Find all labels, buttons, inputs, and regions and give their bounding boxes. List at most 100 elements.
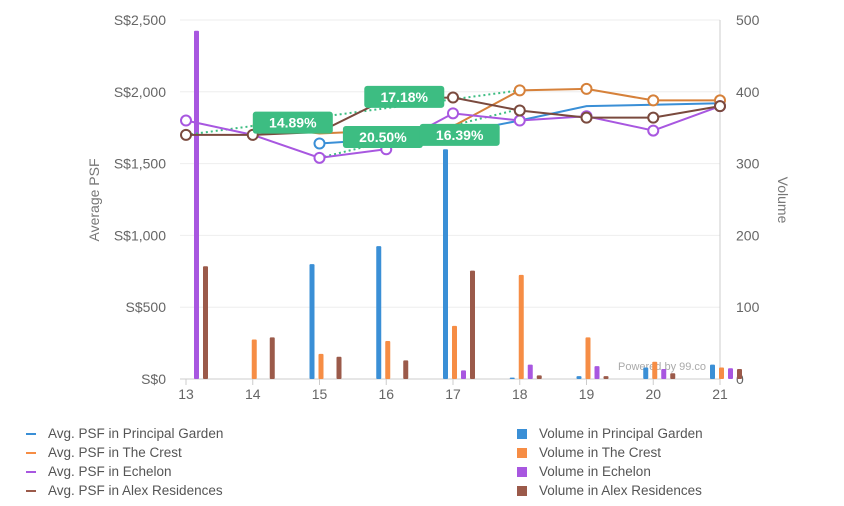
volume-bar [385, 340, 391, 379]
psf-point [313, 151, 326, 164]
psf-point [513, 104, 526, 117]
growth-callout [364, 85, 445, 108]
volume-bar [594, 366, 600, 379]
y-right-tick-label: 200 [736, 227, 760, 243]
growth-callout-label: 20.50% [359, 129, 407, 145]
growth-callout [342, 126, 423, 149]
legend-swatch [26, 432, 36, 435]
growth-callout-label: 16.39% [436, 127, 484, 143]
psf-point [313, 137, 326, 150]
psf-point [447, 107, 459, 120]
legend-swatch [517, 447, 527, 458]
x-tick-label: 15 [312, 386, 328, 402]
legend-item-volume-the-crest[interactable]: Volume in The Crest [517, 443, 703, 462]
psf-point [180, 128, 192, 141]
legend-label: Volume in Principal Garden [539, 426, 703, 441]
chart-legend: Avg. PSF in Principal Garden Avg. PSF in… [0, 424, 844, 504]
growth-callout [252, 111, 333, 134]
legend-label: Avg. PSF in Principal Garden [48, 426, 224, 441]
y-left-tick-label: S$2,000 [114, 84, 166, 100]
legend-bar-series: Volume in Principal Garden Volume in The… [517, 424, 703, 500]
psf-point [180, 114, 192, 127]
legend-swatch [517, 428, 527, 439]
x-tick-label: 21 [712, 386, 728, 402]
volume-bar [251, 339, 257, 379]
volume-bar [585, 337, 591, 379]
psf-point [647, 124, 660, 137]
y-left-tick-label: S$0 [141, 371, 166, 387]
legend-swatch [26, 489, 36, 492]
x-tick-label: 18 [512, 386, 528, 402]
x-tick-label: 16 [378, 386, 394, 402]
legend-item-volume-echelon[interactable]: Volume in Echelon [517, 462, 703, 481]
volume-bar [509, 377, 515, 379]
volume-bar [643, 367, 649, 379]
psf-point [513, 84, 526, 97]
psf-point [513, 114, 526, 127]
volume-bar [470, 270, 475, 379]
legend-label: Avg. PSF in Echelon [48, 464, 172, 479]
volume-bar [719, 367, 724, 379]
volume-bar [652, 361, 658, 379]
legend-item-psf-alex-residences[interactable]: Avg. PSF in Alex Residences [26, 481, 223, 500]
volume-bar [203, 266, 208, 379]
volume-bar [403, 360, 409, 379]
volume-bar [518, 274, 524, 379]
psf-point [447, 91, 459, 104]
growth-callout-label: 14.89% [269, 115, 317, 131]
x-tick-label: 20 [645, 386, 661, 402]
volume-bar [536, 375, 542, 379]
legend-item-psf-the-crest[interactable]: Avg. PSF in The Crest [26, 443, 223, 462]
growth-callout [419, 123, 500, 146]
legend-label: Avg. PSF in The Crest [48, 445, 182, 460]
volume-bar [309, 264, 315, 379]
legend-item-volume-principal-garden[interactable]: Volume in Principal Garden [517, 424, 703, 443]
volume-bar [461, 370, 466, 379]
y-left-tick-label: S$500 [126, 299, 167, 315]
legend-item-psf-principal-garden[interactable]: Avg. PSF in Principal Garden [26, 424, 223, 443]
volume-bar [603, 376, 609, 379]
y-left-axis-title: Average PSF [86, 158, 102, 241]
volume-bar [670, 373, 676, 379]
watermark-text: Powered by 99.co [618, 361, 706, 373]
x-tick-label: 17 [445, 386, 461, 402]
volume-bar [452, 325, 457, 379]
legend-swatch [26, 451, 36, 454]
legend-label: Volume in Echelon [539, 464, 651, 479]
volume-bar [661, 368, 667, 379]
legend-line-series: Avg. PSF in Principal Garden Avg. PSF in… [26, 424, 223, 500]
legend-swatch [26, 470, 36, 473]
y-left-tick-label: S$1,000 [114, 227, 166, 243]
y-right-tick-label: 500 [736, 12, 760, 28]
psf-point [647, 111, 660, 124]
legend-item-volume-alex-residences[interactable]: Volume in Alex Residences [517, 481, 703, 500]
volume-bar [194, 30, 199, 380]
volume-bar [376, 246, 382, 379]
volume-bar [443, 149, 448, 379]
volume-bar [728, 368, 733, 379]
volume-bar [318, 353, 324, 379]
volume-bar [269, 337, 275, 379]
legend-label: Volume in The Crest [539, 445, 662, 460]
y-right-axis-title: Volume [775, 177, 791, 224]
y-right-tick-label: 400 [736, 84, 760, 100]
psf-point [580, 111, 593, 124]
y-left-tick-label: S$1,500 [114, 156, 166, 172]
psf-point [714, 100, 726, 113]
legend-item-psf-echelon[interactable]: Avg. PSF in Echelon [26, 462, 223, 481]
x-tick-label: 14 [245, 386, 261, 402]
legend-label: Volume in Alex Residences [539, 483, 702, 498]
volume-bar [737, 368, 742, 379]
y-right-tick-label: 300 [736, 156, 760, 172]
psf-point [647, 94, 660, 107]
y-left-tick-label: S$2,500 [114, 12, 166, 28]
volume-bar [710, 364, 715, 379]
legend-swatch [517, 466, 527, 477]
x-tick-label: 13 [178, 386, 194, 402]
volume-bar [576, 376, 582, 379]
volume-bar [527, 364, 533, 379]
y-right-tick-label: 100 [736, 299, 760, 315]
volume-bar [336, 356, 342, 379]
psf-volume-chart: S$0S$500S$1,000S$1,500S$2,000S$2,5000100… [86, 12, 791, 402]
psf-point [580, 82, 593, 95]
